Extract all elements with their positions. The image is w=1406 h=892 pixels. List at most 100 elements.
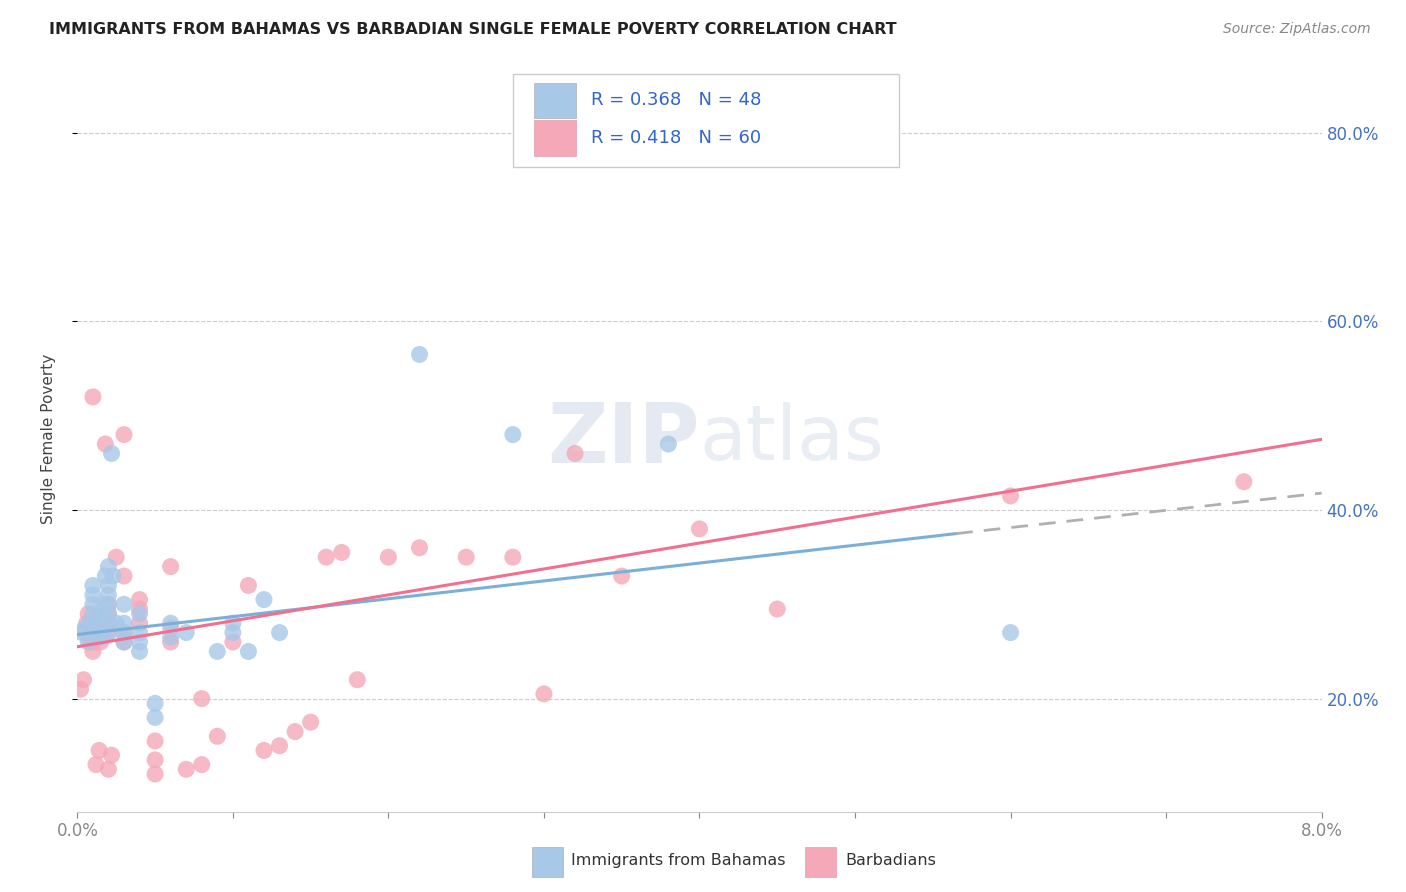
Point <box>69 682 91 697</box>
Point <box>97 607 120 621</box>
Point <box>143 753 166 767</box>
Text: atlas: atlas <box>700 402 884 476</box>
Point <box>82 644 104 658</box>
Point <box>105 550 128 565</box>
Text: IMMIGRANTS FROM BAHAMAS VS BARBADIAN SINGLE FEMALE POVERTY CORRELATION CHART: IMMIGRANTS FROM BAHAMAS VS BARBADIAN SIN… <box>49 22 897 37</box>
Point <box>112 427 135 442</box>
Point <box>269 625 291 640</box>
Bar <box>534 83 576 119</box>
Point <box>84 621 107 635</box>
Text: Barbadians: Barbadians <box>845 853 936 868</box>
Point <box>91 621 114 635</box>
Point <box>97 762 120 776</box>
Point <box>112 625 135 640</box>
Point <box>112 597 135 611</box>
Point <box>191 691 214 706</box>
Point <box>657 437 679 451</box>
Point <box>346 673 368 687</box>
Point <box>222 635 245 649</box>
Point <box>97 578 120 592</box>
Text: R = 0.418   N = 60: R = 0.418 N = 60 <box>592 128 762 146</box>
Point <box>97 559 120 574</box>
Point <box>533 687 555 701</box>
Point <box>97 616 120 631</box>
Point <box>101 569 124 583</box>
Point <box>79 635 101 649</box>
Y-axis label: Single Female Poverty: Single Female Poverty <box>42 354 56 524</box>
Point <box>502 550 524 565</box>
Point <box>82 578 104 592</box>
Point <box>159 616 181 631</box>
Bar <box>806 847 837 877</box>
Point <box>97 625 120 640</box>
Point <box>408 347 430 361</box>
Point <box>238 644 260 658</box>
Point <box>112 635 135 649</box>
Point <box>456 550 478 565</box>
Point <box>82 390 104 404</box>
Point <box>97 616 120 631</box>
Point <box>766 602 789 616</box>
Point <box>299 715 322 730</box>
Point <box>207 644 229 658</box>
Point <box>143 696 166 710</box>
Point <box>77 635 100 649</box>
Point <box>159 559 181 574</box>
Point <box>128 616 150 631</box>
Text: ZIP: ZIP <box>547 399 700 480</box>
Point <box>86 611 108 625</box>
Point <box>79 616 101 631</box>
Point <box>97 588 120 602</box>
Point <box>174 625 197 640</box>
Point <box>610 569 633 583</box>
Point <box>159 635 181 649</box>
Point <box>159 630 181 644</box>
Text: Immigrants from Bahamas: Immigrants from Bahamas <box>571 853 786 868</box>
Point <box>253 592 276 607</box>
Text: R = 0.368   N = 48: R = 0.368 N = 48 <box>592 91 762 110</box>
Point <box>143 734 166 748</box>
Point <box>128 607 150 621</box>
Point <box>87 743 110 757</box>
Point <box>112 569 135 583</box>
Point <box>97 607 120 621</box>
Point <box>1233 475 1256 489</box>
Point <box>222 625 245 640</box>
Point <box>76 616 98 631</box>
Point <box>75 621 97 635</box>
Point <box>112 635 135 649</box>
Point <box>222 616 245 631</box>
Point <box>100 446 122 460</box>
Point <box>97 597 120 611</box>
Point <box>105 616 128 631</box>
Point <box>207 729 229 743</box>
Point <box>94 437 117 451</box>
Point <box>284 724 307 739</box>
Point <box>253 743 276 757</box>
Point <box>90 635 112 649</box>
Point <box>97 625 120 640</box>
Bar <box>531 847 562 877</box>
Point <box>377 550 399 565</box>
Point <box>128 625 150 640</box>
Text: Source: ZipAtlas.com: Source: ZipAtlas.com <box>1223 22 1371 37</box>
Point <box>100 748 122 763</box>
Point <box>93 597 115 611</box>
Point <box>82 597 104 611</box>
Point <box>128 635 150 649</box>
Point <box>159 621 181 635</box>
Point <box>315 550 337 565</box>
Point <box>72 673 94 687</box>
Point <box>84 757 107 772</box>
Point <box>90 625 112 640</box>
Point <box>70 625 93 640</box>
Point <box>82 625 104 640</box>
Point <box>1000 625 1022 640</box>
Point <box>408 541 430 555</box>
Point <box>502 427 524 442</box>
Point <box>191 757 214 772</box>
Point <box>91 607 114 621</box>
Point <box>128 644 150 658</box>
Bar <box>534 120 576 155</box>
FancyBboxPatch shape <box>513 74 898 168</box>
